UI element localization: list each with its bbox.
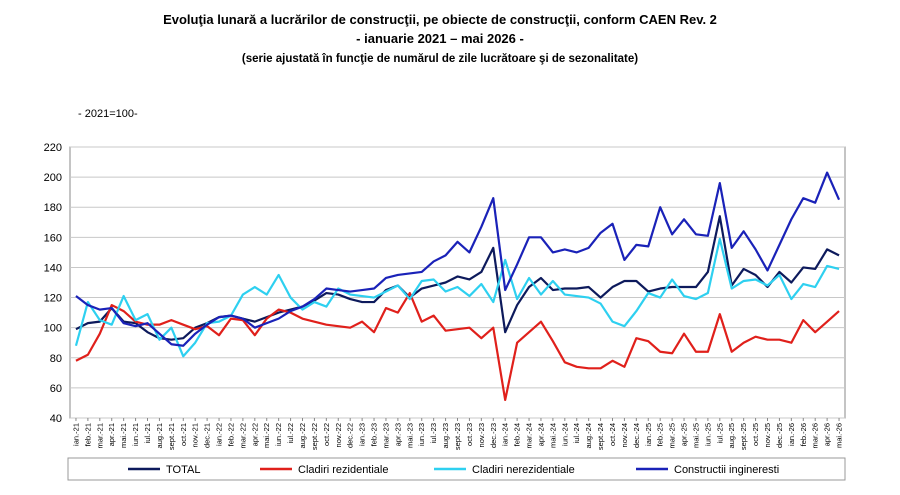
x-tick-label: mai.-22 [262, 423, 271, 448]
x-tick-label: mai.-23 [405, 423, 414, 448]
x-tick-label: oct.-22 [322, 423, 331, 446]
x-tick-label: ian.-24 [501, 423, 510, 446]
x-tick-label: mar.-26 [811, 423, 820, 448]
y-tick-label: 100 [44, 323, 62, 335]
x-tick-label: aug.-21 [155, 423, 164, 448]
x-tick-label: apr.-21 [107, 423, 116, 446]
x-tick-label: nov.-22 [334, 423, 343, 447]
x-tick-label: sept.-22 [310, 423, 319, 450]
x-tick-label: feb.-24 [513, 423, 522, 446]
x-tick-label: mai.-24 [548, 423, 557, 448]
y-tick-label: 40 [50, 413, 62, 425]
x-tick-label: dec.-24 [632, 423, 641, 448]
x-tick-label: iul.-23 [429, 423, 438, 443]
x-tick-label: aug.-25 [727, 423, 736, 448]
x-tick-label: mai.-26 [835, 423, 844, 448]
x-tick-label: apr.-22 [250, 423, 259, 446]
x-tick-label: mar.-23 [381, 423, 390, 448]
chart-subtitle: - ianuarie 2021 – mai 2026 - [356, 31, 524, 46]
x-tick-label: ian.-22 [215, 423, 224, 446]
x-tick-label: nov.-25 [763, 423, 772, 447]
x-tick-label: iun.-21 [131, 423, 140, 446]
plot-area [69, 146, 846, 419]
x-tick-label: aug.-22 [298, 423, 307, 448]
x-tick-label: iul.-24 [572, 423, 581, 443]
x-tick-label: dec.-23 [489, 423, 498, 448]
unit-label: - 2021=100- [78, 108, 138, 120]
x-tick-label: iun.-24 [560, 423, 569, 446]
x-tick-label: dec.-25 [775, 423, 784, 448]
y-tick-label: 80 [50, 353, 62, 365]
x-tick-label: mar.-25 [668, 423, 677, 448]
x-tick-label: mar.-21 [95, 423, 104, 448]
x-tick-label: apr.-24 [536, 423, 545, 446]
x-tick-label: mar.-22 [238, 423, 247, 448]
x-tick-label: oct.-23 [465, 423, 474, 446]
x-tick-label: sept.-23 [453, 423, 462, 450]
x-tick-label: ian.-25 [644, 423, 653, 446]
x-tick-label: aug.-23 [441, 423, 450, 448]
x-tick-label: nov.-21 [191, 423, 200, 447]
x-tick-label: sept.-25 [739, 423, 748, 450]
y-tick-label: 120 [44, 293, 62, 305]
x-tick-label: iul.-22 [286, 423, 295, 443]
x-tick-label: sept.-24 [596, 423, 605, 450]
y-tick-label: 160 [44, 232, 62, 244]
x-tick-label: feb.-25 [656, 423, 665, 446]
series-line [75, 171, 841, 347]
x-tick-label: iun.-25 [703, 423, 712, 446]
x-tick-label: iul.-25 [715, 423, 724, 443]
legend-label: Constructii ingineresti [674, 464, 779, 476]
x-tick-label: ian.-23 [358, 423, 367, 446]
x-tick-label: ian.-21 [71, 423, 80, 446]
x-tick-label: iun.-22 [274, 423, 283, 446]
x-tick-label: feb.-26 [799, 423, 808, 446]
series-line [74, 237, 840, 358]
legend-label: TOTAL [166, 464, 200, 476]
y-tick-label: 220 [44, 142, 62, 154]
x-tick-label: feb.-21 [83, 423, 92, 446]
x-tick-label: oct.-25 [751, 423, 760, 446]
x-tick-label: nov.-23 [477, 423, 486, 447]
y-tick-label: 140 [44, 262, 62, 274]
x-tick-label: ian.-26 [787, 423, 796, 446]
y-tick-label: 180 [44, 202, 62, 214]
x-tick-label: apr.-23 [393, 423, 402, 446]
x-tick-label: dec.-21 [203, 423, 212, 448]
x-tick-label: apr.-26 [823, 423, 832, 446]
chart-note: (serie ajustată în funcţie de numărul de… [242, 53, 638, 65]
x-tick-label: oct.-21 [179, 423, 188, 446]
x-tick-label: dec.-22 [346, 423, 355, 448]
x-tick-label: mai.-21 [119, 423, 128, 448]
x-tick-label: aug.-24 [584, 423, 593, 448]
legend-box [67, 457, 846, 481]
x-tick-label: sept.-21 [167, 423, 176, 450]
chart-title: Evoluţia lunară a lucrărilor de construc… [163, 12, 717, 27]
x-tick-label: apr.-25 [680, 423, 689, 446]
y-tick-label: 60 [50, 383, 62, 395]
x-tick-label: oct.-24 [608, 423, 617, 446]
series-line [75, 215, 840, 341]
x-tick-label: feb.-22 [226, 423, 235, 446]
y-tick-label: 200 [44, 172, 62, 184]
legend-label: Cladiri nerezidentiale [472, 464, 575, 476]
x-tick-label: mar.-24 [525, 423, 534, 448]
x-tick-label: iul.-21 [143, 423, 152, 443]
x-tick-label: iun.-23 [417, 423, 426, 446]
x-tick-label: mai.-25 [691, 423, 700, 448]
x-tick-label: feb.-23 [370, 423, 379, 446]
legend-label: Cladiri rezidentiale [298, 464, 389, 476]
x-tick-label: nov.-24 [620, 423, 629, 447]
